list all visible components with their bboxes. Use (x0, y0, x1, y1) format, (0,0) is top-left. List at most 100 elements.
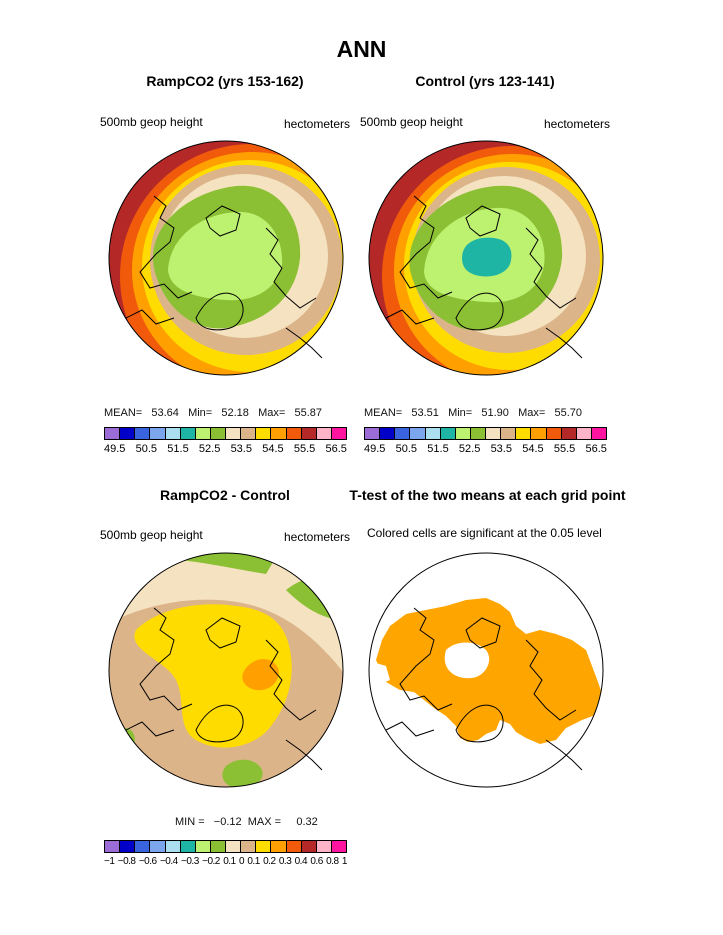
legend-tick: 0.1 (247, 856, 260, 867)
legend-swatch (271, 841, 287, 852)
legend-swatch (591, 428, 606, 439)
significant-region (376, 598, 603, 744)
panel-1-title: RampCO2 (yrs 153-162) (146, 73, 304, 89)
legend-swatch (180, 841, 196, 852)
legend-swatch (195, 428, 211, 439)
legend-tick: 51.5 (427, 443, 449, 455)
panel-2-coastlines (385, 195, 583, 359)
legend-tick: 0 (238, 856, 245, 867)
legend-tick: −0.2 (202, 856, 220, 867)
legend-tick: 0.2 (263, 856, 276, 867)
legend-swatch (150, 841, 166, 852)
panel-1-polar-map (108, 140, 344, 376)
legend-swatch (561, 428, 577, 439)
legend-swatch (486, 428, 502, 439)
legend-tick: 0.3 (278, 856, 292, 867)
panel-1-units-label: hectometers (284, 117, 351, 131)
legend-swatch (286, 841, 302, 852)
legend-tick: −0.6 (138, 856, 157, 867)
panel-2-title: Control (yrs 123-141) (415, 73, 555, 89)
legend-tick: 50.5 (135, 443, 158, 455)
panel-3-legend: −1 −0.8 −0.6 −0.4 −0.3 −0.2 0.1 0 0.1 0.2 0.3 0.4 0.… (104, 840, 347, 867)
legend-swatch (331, 841, 346, 852)
legend-tick: 0.8 (326, 856, 339, 867)
legend-swatch (331, 428, 346, 439)
legend-tick: 0.4 (294, 856, 308, 867)
legend-colorbar (364, 427, 607, 440)
legend-tick: −1 (104, 856, 115, 867)
legend-swatch (365, 428, 381, 439)
legend-swatch (120, 841, 136, 852)
legend-tick: 52.5 (198, 443, 221, 455)
legend-tick: 55.5 (553, 443, 576, 455)
panel-4-title: T-test of the two means at each grid poi… (349, 487, 626, 503)
panel-2-field-label: 500mb geop height (360, 115, 463, 129)
legend-swatch (501, 428, 517, 439)
legend-swatch (380, 428, 396, 439)
legend-swatch (576, 428, 592, 439)
legend-tick: 54.5 (262, 443, 284, 455)
panel-4-polar-map (368, 552, 604, 788)
panel-2-units-label: hectometers (544, 117, 611, 131)
panel-2-stats: MEAN= 53.51 Min= 51.90 Max= 55.70 (364, 407, 582, 419)
legend-swatch (241, 428, 257, 439)
legend-swatch (455, 428, 471, 439)
legend-tick: 51.5 (167, 443, 189, 455)
legend-swatch (316, 428, 332, 439)
panel-1-coastlines (125, 195, 323, 359)
legend-tick: −0.3 (181, 856, 199, 867)
legend-swatch (425, 428, 441, 439)
legend-tick: −0.8 (117, 856, 136, 867)
legend-swatch (470, 428, 486, 439)
legend-swatch (271, 428, 287, 439)
legend-swatch (105, 841, 121, 852)
panel-2-legend: 49.5 50.5 51.5 52.5 53.5 54.5 55.5 56.5 (364, 427, 607, 455)
legend-swatch (395, 428, 411, 439)
legend-swatch (516, 428, 532, 439)
legend-swatch (180, 428, 196, 439)
legend-tick: 0.6 (310, 856, 323, 867)
legend-swatch (150, 428, 166, 439)
legend-swatch (256, 841, 272, 852)
panel-3-polar-map (108, 552, 344, 788)
panel-1-field-label: 500mb geop height (100, 115, 203, 129)
legend-swatch (135, 841, 151, 852)
legend-swatch (226, 428, 242, 439)
legend-tick: 1 (341, 856, 348, 867)
legend-swatch (531, 428, 547, 439)
legend-swatch (165, 841, 181, 852)
panel-4-caption: Colored cells are significant at the 0.0… (367, 526, 602, 540)
legend-tick: 0.1 (223, 856, 236, 867)
legend-swatch (226, 841, 242, 852)
panel-3-title: RampCO2 - Control (160, 487, 290, 503)
legend-swatch (440, 428, 456, 439)
panel-1-stats: MEAN= 53.64 Min= 52.18 Max= 55.87 (104, 407, 322, 419)
panel-2-polar-map (368, 140, 604, 376)
legend-swatch (210, 428, 226, 439)
legend-swatch (165, 428, 181, 439)
panel-1-legend: 49.5 50.5 51.5 52.5 53.5 54.5 55.5 56.5 (104, 427, 347, 455)
legend-swatch (195, 841, 211, 852)
legend-swatch (286, 428, 302, 439)
panel-3-stats: MIN = −0.12 MAX = 0.32 (175, 816, 318, 828)
legend-tick: −0.4 (159, 856, 178, 867)
legend-swatch (301, 428, 317, 439)
legend-swatch (135, 428, 151, 439)
legend-colorbar (104, 427, 347, 440)
legend-tick: 53.5 (490, 443, 512, 455)
panel-3-units-label: hectometers (284, 530, 351, 544)
legend-tick: 49.5 (104, 443, 126, 455)
legend-swatch (301, 841, 317, 852)
legend-swatch (256, 428, 272, 439)
legend-swatch (546, 428, 562, 439)
legend-tick: 49.5 (364, 443, 386, 455)
legend-tick: 54.5 (522, 443, 544, 455)
legend-swatch (105, 428, 121, 439)
legend-swatch (210, 841, 226, 852)
legend-tick: 56.5 (585, 443, 607, 455)
legend-tick: 50.5 (395, 443, 418, 455)
legend-swatch (241, 841, 257, 852)
legend-tick: 55.5 (293, 443, 316, 455)
legend-swatch (120, 428, 136, 439)
legend-swatch (316, 841, 332, 852)
